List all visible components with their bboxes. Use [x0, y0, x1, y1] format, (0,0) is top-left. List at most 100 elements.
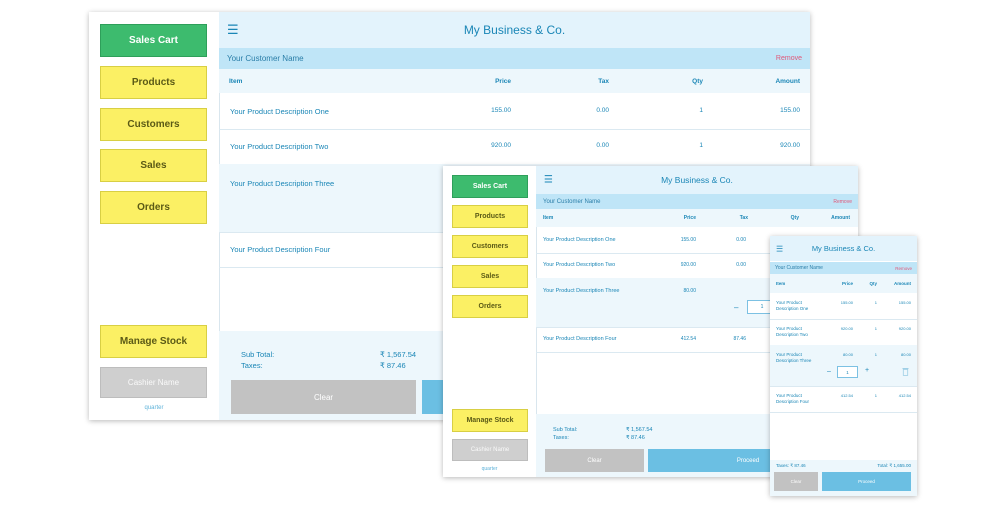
row-tax: 0.00: [736, 237, 746, 243]
brand-logo: quarter: [144, 405, 164, 411]
col-tax-header: Tax: [598, 78, 609, 85]
col-qty-header: Qty: [790, 215, 799, 221]
row-item: Your Product Description One: [230, 107, 329, 116]
sidebar-item-customers[interactable]: Customers: [100, 108, 207, 141]
brand-logo: quarter: [481, 466, 498, 472]
menu-icon[interactable]: ☰: [544, 174, 553, 186]
col-item-header: Item: [543, 215, 554, 221]
remove-customer-link[interactable]: Remove: [895, 265, 912, 271]
table-row[interactable]: Your Product Description One 155.00 0.00…: [219, 94, 810, 130]
row-item-line-1: Your Product: [776, 300, 802, 305]
qty-increase-button[interactable]: +: [865, 367, 870, 374]
row-price: 80.00: [842, 352, 853, 357]
app-title: My Business & Co.: [463, 23, 566, 37]
row-price: 920.00: [491, 142, 511, 149]
row-tax: 87.46: [733, 336, 746, 342]
customer-name: Your Customer Name: [543, 198, 601, 205]
col-price-header: Price: [841, 281, 853, 286]
row-amount: 155.00: [780, 107, 800, 114]
row-qty: 1: [874, 393, 877, 398]
taxes-value: ₹ 87.46: [380, 361, 406, 370]
app-header: ☰ My Business & Co.: [536, 166, 858, 194]
row-item-line-2: Description Two: [776, 332, 808, 337]
taxes-label: Taxes:: [241, 361, 263, 370]
subtotal-label: Sub Total:: [553, 427, 578, 433]
table-row[interactable]: Your Product Description Two 920.00 0.00…: [219, 129, 810, 165]
row-tax: 0.00: [736, 262, 746, 268]
row-item-line-2: Description One: [776, 306, 809, 311]
row-item-line-1: Your Product: [776, 393, 802, 398]
customer-name: Your Customer Name: [775, 265, 823, 271]
app-header: ☰ My Business & Co.: [770, 236, 917, 261]
sidebar: Sales Cart Products Customers Sales Orde…: [443, 166, 537, 477]
clear-button[interactable]: Clear: [774, 472, 818, 491]
row-item: Your Product Description Three: [543, 288, 620, 294]
qty-decrease-button[interactable]: –: [734, 303, 739, 312]
col-amount-header: Amount: [775, 78, 800, 85]
manage-stock-button[interactable]: Manage Stock: [100, 325, 207, 358]
table-header: Item Price Qty Amount: [770, 274, 917, 293]
table-row-selected[interactable]: Your Product Description Three 80.00 1 8…: [770, 345, 917, 387]
row-item: Your Product Description Four: [230, 245, 331, 254]
row-item: Your Product Description Three: [230, 179, 335, 188]
table-row[interactable]: Your Product Description One 155.00 1 15…: [770, 293, 917, 320]
row-item-line-2: Description Three: [776, 358, 812, 363]
clear-button[interactable]: Clear: [545, 449, 644, 472]
manage-stock-button[interactable]: Manage Stock: [452, 409, 528, 432]
cashier-name-button[interactable]: Cashier Name: [452, 439, 528, 461]
subtotal-value: ₹ 1,567.54: [626, 427, 653, 433]
col-price-header: Price: [683, 215, 696, 221]
phone-total: Total: ₹ 1,655.00: [877, 463, 911, 468]
totals-footer: Taxes: ₹ 87.46 Total: ₹ 1,655.00 Clear P…: [770, 460, 917, 496]
sidebar-item-orders[interactable]: Orders: [452, 295, 528, 318]
menu-icon[interactable]: ☰: [776, 244, 784, 253]
app-title: My Business & Co.: [811, 244, 876, 253]
row-qty: 1: [874, 300, 877, 305]
col-item-header: Item: [776, 281, 786, 286]
menu-icon[interactable]: ☰: [227, 22, 239, 37]
qty-decrease-button[interactable]: –: [827, 368, 831, 375]
col-item-header: Item: [229, 78, 243, 85]
clear-button[interactable]: Clear: [231, 380, 416, 414]
row-tax: 0.00: [596, 142, 609, 149]
customer-bar[interactable]: Your Customer Name Remove: [219, 48, 810, 69]
sidebar-item-products[interactable]: Products: [452, 205, 528, 228]
subtotal-value: ₹ 1,567.54: [380, 350, 417, 359]
sidebar-item-products[interactable]: Products: [100, 66, 207, 99]
app-header: ☰ My Business & Co.: [219, 12, 810, 48]
customer-bar[interactable]: Your Customer Name Remove: [536, 194, 858, 209]
remove-customer-link[interactable]: Remove: [833, 198, 852, 205]
trash-icon[interactable]: [902, 367, 909, 376]
row-qty: 1: [874, 352, 877, 357]
sidebar-item-sales[interactable]: Sales: [100, 149, 207, 182]
sidebar-item-sales-cart[interactable]: Sales Cart: [452, 175, 528, 198]
row-amount: 920.00: [898, 326, 911, 331]
proceed-button[interactable]: Proceed: [822, 472, 911, 491]
row-amount: 155.00: [898, 300, 911, 305]
row-amount: 412.54: [898, 393, 911, 398]
subtotal-label: Sub Total:: [241, 350, 275, 359]
table-row[interactable]: Your Product Description Two 920.00 1 92…: [770, 319, 917, 346]
table-row[interactable]: Your Product Description Four 412.54 1 4…: [770, 386, 917, 413]
table-row[interactable]: Your Product Description One 155.00 0.00: [536, 228, 858, 254]
sidebar-item-sales[interactable]: Sales: [452, 265, 528, 288]
cashier-name-button[interactable]: Cashier Name: [100, 367, 207, 398]
row-item-line-1: Your Product: [776, 326, 802, 331]
col-tax-header: Tax: [739, 215, 748, 221]
col-qty-header: Qty: [869, 281, 877, 286]
row-item: Your Product Description Two: [230, 142, 329, 151]
sidebar-item-customers[interactable]: Customers: [452, 235, 528, 258]
taxes-label: Taxes:: [553, 435, 569, 441]
quantity-stepper[interactable]: 1: [837, 366, 858, 378]
remove-customer-link[interactable]: Remove: [775, 55, 802, 62]
customer-bar[interactable]: Your Customer Name Remove: [770, 262, 917, 274]
row-item: Your Product Description Two: [543, 262, 616, 268]
row-tax: 0.00: [596, 107, 609, 114]
table-row[interactable]: Your Product Description Four 412.54 87.…: [536, 327, 858, 353]
sidebar-item-sales-cart[interactable]: Sales Cart: [100, 24, 207, 57]
sidebar-item-orders[interactable]: Orders: [100, 191, 207, 224]
table-header: Item Price Tax Qty Amount: [219, 69, 810, 93]
col-qty-header: Qty: [692, 78, 703, 85]
row-price: 920.00: [680, 262, 696, 268]
phone-taxes: Taxes: ₹ 87.46: [776, 463, 806, 468]
